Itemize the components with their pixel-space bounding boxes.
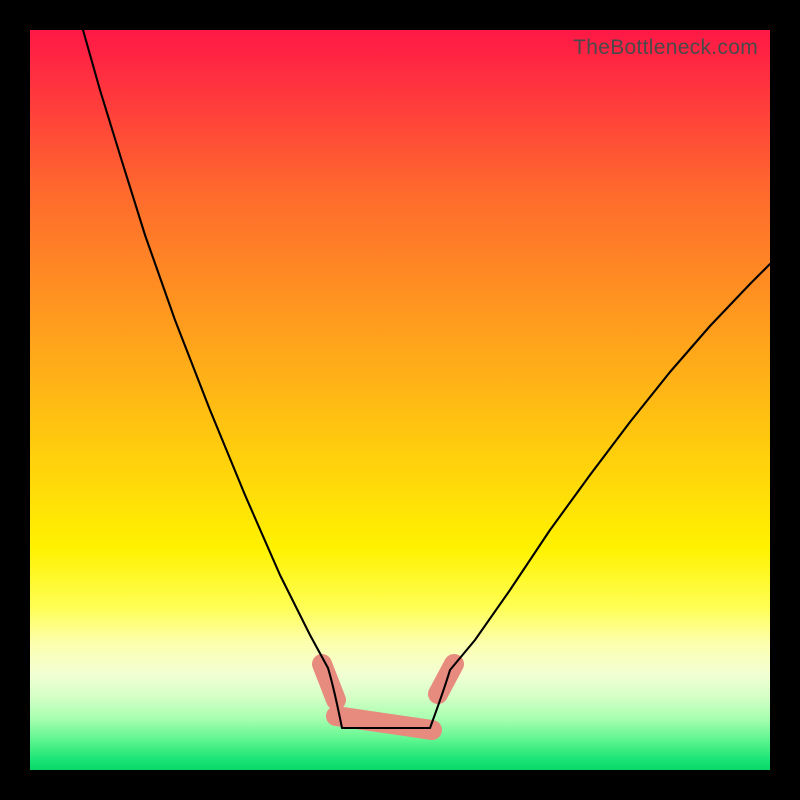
chart-frame: TheBottleneck.com xyxy=(0,0,800,800)
plot-area: TheBottleneck.com xyxy=(30,30,770,770)
curve-layer xyxy=(30,30,770,770)
watermark-text: TheBottleneck.com xyxy=(573,36,758,60)
bottom-markers xyxy=(322,664,454,730)
v-curve-line xyxy=(83,30,770,728)
